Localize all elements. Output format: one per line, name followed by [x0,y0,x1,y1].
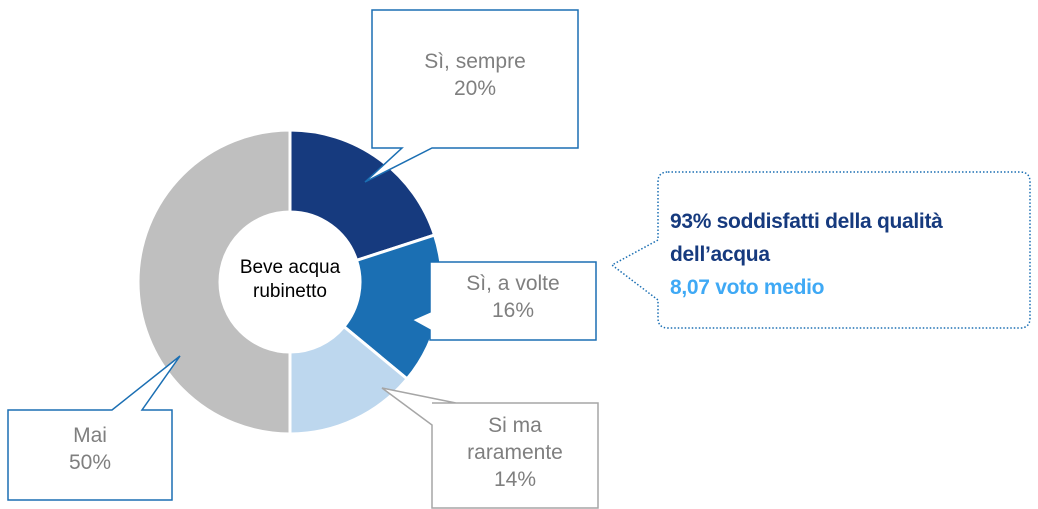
data-label: Sì, a volte 16% [440,270,586,324]
annotation: 93% soddisfatti della qualità dell’acqua… [670,205,1030,304]
wedge [288,128,437,263]
value-label: 50% [68,451,112,474]
data-label: Si ma raramente 14% [442,412,588,493]
category-label: Sì, a volte [466,272,560,295]
category-label: Si ma raramente [467,414,563,464]
note-bubble [610,171,1031,329]
value-label: 16% [491,299,535,322]
data-label: Mai 50% [18,422,162,476]
annotation-line: 8,07 voto medio [670,276,825,299]
callout-box [410,261,597,341]
value-label: 14% [493,468,537,491]
callout-box [364,9,579,183]
annotation-line: 93% soddisfatti della qualità dell’acqua [670,210,943,266]
callout-box [7,355,181,501]
value-label: 20% [453,77,497,100]
data-label: Sì, sempre 20% [382,48,568,102]
wedge [136,128,292,436]
callout-box [381,387,599,509]
wedge [288,324,410,436]
category-label: Sì, sempre [424,50,526,73]
center-label: Beve acqua rubinetto [239,257,341,302]
donut [136,128,444,436]
category-label: Mai [73,424,107,447]
